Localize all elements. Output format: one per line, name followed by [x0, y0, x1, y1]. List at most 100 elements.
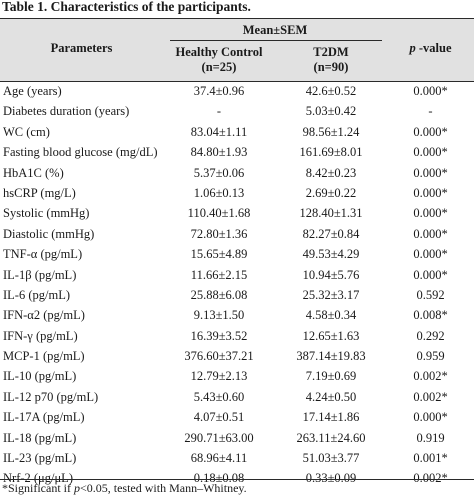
table-row: Fasting blood glucose (mg/dL) 84.80±1.93 1…: [0, 142, 474, 162]
row-p-value: 0.000*: [413, 165, 448, 180]
header-parameters: Parameters: [50, 41, 113, 55]
row-t2dm-value: 82.27±0.84: [302, 226, 360, 241]
header-healthy-control-n: (n=25): [201, 60, 237, 74]
row-healthy-control-value: 83.04±1.11: [190, 124, 248, 139]
row-parameter: IFN-γ (pg/mL): [3, 328, 78, 343]
table-row: IL-6 (pg/mL) 25.88±6.08 25.32±3.17 0.592: [0, 285, 474, 305]
row-t2dm-value: 4.24±0.50: [305, 389, 357, 404]
row-healthy-control-value: 0.18±0.08: [193, 471, 245, 486]
row-parameter: MCP-1 (pg/mL): [3, 349, 85, 364]
row-t2dm-value: 49.53±4.29: [302, 247, 360, 262]
row-healthy-control-value: 15.65±4.89: [190, 247, 248, 262]
row-t2dm-value: 17.14±1.86: [302, 410, 360, 425]
row-p-value: 0.002*: [413, 369, 448, 384]
row-t2dm-value: 10.94±5.76: [302, 267, 360, 282]
row-t2dm-value: 161.69±8.01: [299, 145, 363, 160]
header-p-rest: -value: [415, 41, 452, 55]
row-p-value: 0.008*: [413, 308, 448, 323]
row-parameter: WC (cm): [3, 124, 50, 139]
row-healthy-control-value: 11.66±2.15: [190, 267, 248, 282]
header-t2dm: T2DM (n=90): [275, 45, 387, 75]
row-healthy-control-value: -: [216, 104, 222, 119]
table-row: Age (years) 37.4±0.96 42.6±0.52 0.000*: [0, 81, 474, 101]
row-healthy-control-value: 5.37±0.06: [193, 165, 245, 180]
table-header: Parameters Mean±SEM Healthy Control (n=2…: [0, 18, 474, 82]
row-parameter: Fasting blood glucose (mg/dL): [3, 145, 158, 160]
row-parameter: IL-18 (pg/mL): [3, 430, 77, 445]
row-t2dm-value: 263.11±24.60: [296, 430, 366, 445]
table-row: IL-18 (pg/mL) 290.71±63.00 263.11±24.60 0.9…: [0, 428, 474, 448]
table-row: hsCRP (mg/L) 1.06±0.13 2.69±0.22 0.000*: [0, 183, 474, 203]
row-parameter: Nrf-2 (μg/μL): [3, 471, 73, 486]
row-parameter: TNF-α (pg/mL): [3, 247, 83, 262]
row-parameter: IFN-α2 (pg/mL): [3, 308, 85, 323]
row-healthy-control-value: 9.13±1.50: [193, 308, 245, 323]
row-p-value: 0.000*: [413, 145, 448, 160]
row-healthy-control-value: 290.71±63.00: [184, 430, 254, 445]
table-row: IL-12 p70 (pg/mL) 5.43±0.60 4.24±0.50 0.002…: [0, 387, 474, 407]
row-healthy-control-value: 376.60±37.21: [184, 349, 254, 364]
footnote-suffix: <0.05, tested with Mann–Whitney.: [80, 481, 247, 495]
row-parameter: IL-17A (pg/mL): [3, 410, 85, 425]
row-healthy-control-value: 5.43±0.60: [193, 389, 245, 404]
table-row: HbA1C (%) 5.37±0.06 8.42±0.23 0.000*: [0, 163, 474, 183]
row-t2dm-value: 7.19±0.69: [305, 369, 357, 384]
row-parameter: Diastolic (mmHg): [3, 226, 95, 241]
row-t2dm-value: 12.65±1.63: [302, 328, 360, 343]
table-row: IFN-α2 (pg/mL) 9.13±1.50 4.58±0.34 0.008*: [0, 305, 474, 325]
row-p-value: 0.001*: [413, 451, 448, 466]
header-p-value: p -value: [387, 41, 474, 56]
row-t2dm-value: 128.40±1.31: [299, 206, 363, 221]
table-row: IL-23 (pg/mL) 68.96±4.11 51.03±3.77 0.001*: [0, 448, 474, 468]
row-t2dm-value: 2.69±0.22: [305, 185, 357, 200]
row-healthy-control-value: 25.88±6.08: [190, 287, 248, 302]
row-p-value: 0.000*: [413, 226, 448, 241]
table-row: Diastolic (mmHg) 72.80±1.36 82.27±0.84 0.00…: [0, 224, 474, 244]
header-mean-sem: Mean±SEM: [242, 23, 308, 37]
row-healthy-control-value: 1.06±0.13: [193, 185, 245, 200]
table-footnote: *Significant if p<0.05, tested with Mann…: [2, 481, 247, 495]
table-row: Nrf-2 (μg/μL) 0.18±0.08 0.33±0.09 0.002*: [0, 468, 474, 488]
row-p-value: -: [428, 104, 433, 119]
table-body: Age (years) 37.4±0.96 42.6±0.52 0.000* Diabe…: [0, 81, 474, 489]
row-parameter: IL-6 (pg/mL): [3, 287, 70, 302]
header-p-italic: p: [409, 41, 416, 55]
row-t2dm-value: 25.32±3.17: [302, 287, 360, 302]
row-healthy-control-value: 4.07±0.51: [193, 410, 245, 425]
row-p-value: 0.000*: [413, 410, 448, 425]
row-p-value: 0.002*: [413, 389, 448, 404]
row-parameter: IL-23 (pg/mL): [3, 451, 77, 466]
row-parameter: Age (years): [3, 84, 62, 98]
row-p-value: 0.919: [416, 430, 445, 445]
header-divider: [170, 40, 382, 41]
row-healthy-control-value: 37.4±0.96: [193, 84, 245, 98]
row-healthy-control-value: 110.40±1.68: [187, 206, 251, 221]
row-p-value: 0.000*: [413, 267, 448, 282]
row-parameter: hsCRP (mg/L): [3, 185, 76, 200]
table-caption: Table 1. Characteristics of the particip…: [2, 0, 251, 14]
table-row: Systolic (mmHg) 110.40±1.68 128.40±1.31 0.0…: [0, 203, 474, 223]
footnote-prefix: *Significant if: [2, 481, 74, 495]
row-parameter: IL-1β (pg/mL): [3, 267, 77, 282]
row-p-value: 0.000*: [413, 185, 448, 200]
row-t2dm-value: 0.33±0.09: [305, 471, 357, 486]
row-healthy-control-value: 12.79±2.13: [190, 369, 248, 384]
row-p-value: 0.592: [416, 287, 445, 302]
row-p-value: 0.959: [416, 349, 445, 364]
table-row: MCP-1 (pg/mL) 376.60±37.21 387.14±19.83 0.9…: [0, 346, 474, 366]
row-parameter: IL-12 p70 (pg/mL): [3, 389, 99, 404]
row-t2dm-value: 8.42±0.23: [305, 165, 357, 180]
row-p-value: 0.292: [416, 328, 445, 343]
row-parameter: IL-10 (pg/mL): [3, 369, 77, 384]
row-p-value: 0.002*: [413, 471, 448, 486]
table-row: IL-10 (pg/mL) 12.79±2.13 7.19±0.69 0.002*: [0, 366, 474, 386]
row-p-value: 0.000*: [413, 124, 448, 139]
row-t2dm-value: 98.56±1.24: [302, 124, 360, 139]
row-p-value: 0.000*: [413, 84, 448, 98]
row-healthy-control-value: 84.80±1.93: [190, 145, 248, 160]
table-row: WC (cm) 83.04±1.11 98.56±1.24 0.000*: [0, 122, 474, 142]
row-t2dm-value: 51.03±3.77: [302, 451, 360, 466]
row-t2dm-value: 4.58±0.34: [305, 308, 357, 323]
header-t2dm-label: T2DM: [313, 45, 349, 59]
